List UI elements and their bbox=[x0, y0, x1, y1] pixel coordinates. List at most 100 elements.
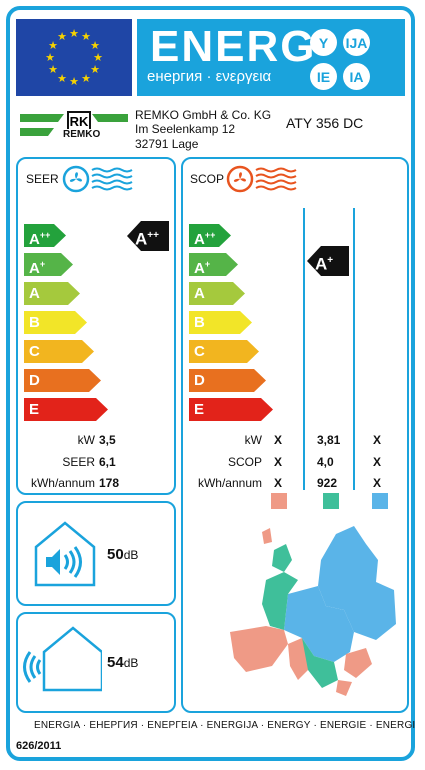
svg-text:★: ★ bbox=[90, 39, 100, 52]
lang-badge-ia: IA bbox=[343, 63, 370, 90]
lang-badge-ija: IJA bbox=[343, 29, 370, 56]
scop-scop-col2: 4,0 bbox=[317, 455, 334, 469]
svg-text:★: ★ bbox=[93, 51, 103, 64]
seer-class-letter: E bbox=[29, 401, 40, 418]
scop-class-bar: D bbox=[189, 369, 266, 392]
seer-rating-sup: ++ bbox=[147, 230, 159, 241]
seer-class-bar: A bbox=[24, 282, 80, 305]
indoor-noise-panel bbox=[16, 501, 176, 606]
scop-class-bar: A bbox=[189, 282, 245, 305]
scop-kw-key: kW bbox=[244, 433, 262, 447]
label-frame bbox=[6, 6, 415, 761]
svg-text:RK: RK bbox=[70, 114, 89, 129]
scop-class-letter: B bbox=[194, 314, 205, 331]
indoor-noise-unit: dB bbox=[123, 548, 139, 562]
svg-text:★: ★ bbox=[57, 30, 67, 43]
seer-kwh-value: 178 bbox=[99, 476, 120, 490]
seer-seer-key: SEER bbox=[62, 455, 95, 469]
seer-class-sup: ++ bbox=[39, 230, 51, 240]
zone-swatch-colder bbox=[372, 493, 388, 509]
seer-label: SEER bbox=[26, 172, 59, 186]
scop-class-bar: A+ bbox=[189, 253, 238, 276]
scop-class-sup: ++ bbox=[204, 230, 216, 240]
seer-panel bbox=[16, 157, 176, 495]
scop-column-divider bbox=[353, 208, 355, 490]
scop-kw-col3: X bbox=[373, 433, 382, 447]
svg-text:★: ★ bbox=[69, 27, 79, 40]
scop-scop-col1: X bbox=[274, 455, 283, 469]
scop-kwh-col1: X bbox=[274, 476, 283, 490]
scop-kwh-col2: 922 bbox=[317, 476, 338, 490]
europe-climate-map bbox=[226, 520, 404, 700]
svg-text:★: ★ bbox=[81, 30, 91, 43]
zone-swatch-warmer bbox=[271, 493, 287, 509]
scop-class-letter: C bbox=[194, 343, 205, 360]
scop-class-bar: E bbox=[189, 398, 273, 421]
energy-title: ENERG bbox=[150, 22, 317, 71]
svg-text:★: ★ bbox=[48, 39, 58, 52]
scop-scop-key: SCOP bbox=[227, 455, 262, 469]
seer-seer-value: 6,1 bbox=[99, 455, 116, 469]
svg-text:★: ★ bbox=[81, 72, 91, 85]
scop-label: SCOP bbox=[190, 172, 225, 186]
scop-class-bar: A++ bbox=[189, 224, 231, 247]
seer-kw-value: 3,5 bbox=[99, 433, 116, 447]
scop-class-bar: C bbox=[189, 340, 259, 363]
seer-class-letter: D bbox=[29, 372, 40, 389]
outdoor-unit-noise-icon bbox=[22, 624, 104, 699]
scop-class-letter: A bbox=[194, 285, 205, 302]
svg-text:★: ★ bbox=[45, 51, 55, 64]
scop-column-divider bbox=[303, 208, 305, 490]
logo-text: REMKO bbox=[63, 129, 101, 140]
svg-text:★: ★ bbox=[69, 75, 79, 88]
seer-class-bar: A+ bbox=[24, 253, 73, 276]
scop-rating-sup: + bbox=[327, 255, 334, 266]
seer-class-letter: A bbox=[29, 231, 40, 248]
scop-class-letter: E bbox=[194, 401, 205, 418]
indoor-unit-noise-icon bbox=[32, 519, 98, 594]
seer-class-bar: B bbox=[24, 311, 87, 334]
scop-kw-col1: X bbox=[274, 433, 283, 447]
seer-rating-letter: A bbox=[135, 229, 148, 249]
seer-class-bar: E bbox=[24, 398, 108, 421]
seer-class-bar: D bbox=[24, 369, 101, 392]
lang-badge-y: Y bbox=[310, 29, 337, 56]
scop-class-letter: A bbox=[194, 260, 205, 277]
outdoor-noise-unit: dB bbox=[123, 656, 139, 670]
svg-text:★: ★ bbox=[57, 72, 67, 85]
indoor-noise-number: 50 bbox=[107, 546, 124, 563]
seer-class-bar: C bbox=[24, 340, 94, 363]
indoor-noise-value: 50dB bbox=[107, 546, 138, 563]
remko-logo: RK REMKO bbox=[18, 110, 130, 142]
seer-class-letter: A bbox=[29, 260, 40, 277]
supplier-city: 32791 Lage bbox=[135, 137, 199, 151]
scop-class-sup: + bbox=[204, 259, 211, 269]
seer-class-letter: C bbox=[29, 343, 40, 360]
seer-kwh-key: kWh/annum bbox=[30, 476, 95, 490]
heating-fan-icon bbox=[226, 164, 300, 199]
seer-class-letter: B bbox=[29, 314, 40, 331]
regulation-number: 626/2011 bbox=[16, 740, 62, 752]
outdoor-noise-number: 54 bbox=[107, 654, 124, 671]
zone-swatch-average bbox=[323, 493, 339, 509]
scop-scop-col3: X bbox=[373, 455, 382, 469]
scop-rating-letter: A bbox=[315, 254, 328, 274]
outdoor-noise-panel bbox=[16, 612, 176, 713]
lang-badge-ie: IE bbox=[310, 63, 337, 90]
scop-class-bar: B bbox=[189, 311, 252, 334]
scop-panel bbox=[181, 157, 409, 713]
svg-text:★: ★ bbox=[90, 63, 100, 76]
cooling-fan-icon bbox=[62, 164, 136, 199]
eu-flag-icon: ★ ★ ★ ★ ★ ★ ★ ★ ★ ★ ★ ★ bbox=[16, 19, 132, 96]
footer-languages: ENERGIA · ЕНЕРГИЯ · ΕΝΕΡΓΕΙΑ · ENERGIJA … bbox=[34, 720, 416, 731]
svg-text:★: ★ bbox=[48, 63, 58, 76]
scop-kwh-col3: X bbox=[373, 476, 382, 490]
energy-subtitle: енергия · ενεργεια bbox=[147, 68, 272, 85]
seer-class-letter: A bbox=[29, 285, 40, 302]
scop-class-letter: A bbox=[194, 231, 205, 248]
scop-kwh-key: kWh/annum bbox=[197, 476, 262, 490]
seer-class-sup: + bbox=[39, 259, 46, 269]
outdoor-noise-value: 54dB bbox=[107, 654, 138, 671]
seer-class-bar: A++ bbox=[24, 224, 66, 247]
supplier-name: REMKO GmbH & Co. KG bbox=[135, 108, 272, 122]
